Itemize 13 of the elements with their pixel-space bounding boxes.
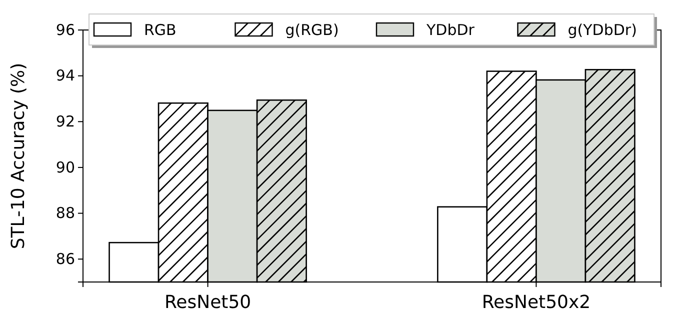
y-tick-label: 88 [56,204,75,222]
x-tick-label: ResNet50x2 [482,292,591,313]
legend-label: YDbDr [426,21,476,39]
y-tick-label: 92 [56,112,75,130]
y-axis-title: STL-10 Accuracy (%) [8,62,29,250]
legend-label: RGB [144,21,176,39]
y-tick-label: 94 [56,66,75,85]
y-tick-label: 90 [56,158,75,176]
y-tick-label: 96 [56,20,75,39]
legend-label: g(YDbDr) [568,21,637,39]
legend-label: g(RGB) [285,21,339,39]
y-tick-label: 86 [56,250,75,268]
x-tick-label: ResNet50 [164,292,252,313]
